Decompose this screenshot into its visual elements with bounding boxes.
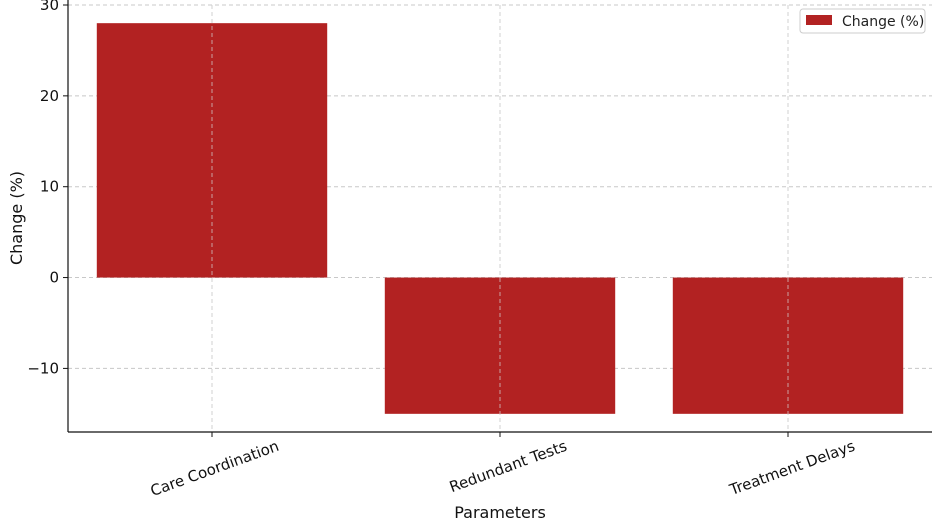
- bar-care-coordination: [96, 23, 328, 278]
- bar-series: [96, 5, 904, 432]
- y-tick-label: −10: [27, 359, 59, 377]
- y-tick-label: 30: [40, 0, 59, 14]
- x-tick-label: Treatment Delays: [726, 437, 857, 499]
- legend-swatch: [806, 15, 832, 25]
- y-axis-ticks: −10 0 10 20 30: [27, 0, 68, 377]
- y-axis-title: Change (%): [7, 171, 26, 265]
- x-axis-title: Parameters: [454, 503, 546, 522]
- x-axis-ticks: Care Coordination Redundant Tests Treatmen…: [148, 432, 858, 500]
- x-tick-label: Care Coordination: [148, 437, 281, 500]
- y-tick-label: 10: [40, 178, 59, 196]
- legend-label: Change (%): [842, 14, 924, 30]
- y-tick-label: 20: [40, 87, 59, 105]
- y-tick-label: 0: [49, 269, 59, 287]
- x-tick-label: Redundant Tests: [447, 437, 570, 496]
- legend: Change (%): [799, 8, 926, 34]
